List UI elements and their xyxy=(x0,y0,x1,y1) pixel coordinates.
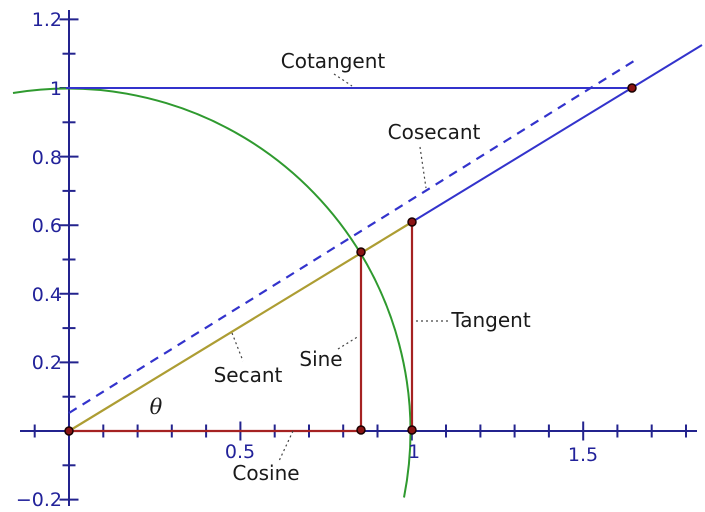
secant-line xyxy=(68,221,413,432)
cosecant-label: Cosecant xyxy=(388,120,481,144)
y-axis-minor-ticks xyxy=(62,52,76,467)
cotangent-label: Cotangent xyxy=(281,49,386,73)
cosecant-pointer xyxy=(419,146,427,189)
cosine-label: Cosine xyxy=(232,461,299,485)
x-axis-tick-labels: 0.5 1 1.5 xyxy=(225,441,598,466)
y-tick-label: 0.6 xyxy=(32,215,62,237)
point-tangent-top xyxy=(407,217,417,227)
tangent-label: Tangent xyxy=(450,308,531,332)
cosine-pointer xyxy=(278,430,294,462)
secant-label: Secant xyxy=(214,363,283,387)
sine-pointer xyxy=(337,335,360,350)
sine-label: Sine xyxy=(299,347,342,371)
x-axis-minor-ticks xyxy=(33,424,687,438)
cosecant-line xyxy=(68,60,635,414)
point-on-circle xyxy=(356,247,366,257)
marked-points xyxy=(64,83,637,436)
y-tick-label: 0.8 xyxy=(32,147,62,169)
secant-pointer xyxy=(231,332,244,362)
y-tick-label: 1 xyxy=(50,78,62,100)
ray-extension-line xyxy=(411,44,703,223)
y-axis-tick-labels: 1.2 1 0.8 0.6 0.4 0.2 −0.2 xyxy=(16,9,62,511)
point-cot-csc xyxy=(627,83,637,93)
y-tick-label: 0.4 xyxy=(32,284,62,306)
x-tick-label: 0.5 xyxy=(225,441,255,463)
point-one-on-axis xyxy=(407,425,417,435)
unit-circle-arc xyxy=(12,87,412,498)
label-pointers xyxy=(231,73,451,462)
x-tick-label: 1 xyxy=(408,441,420,463)
y-tick-label: 0.2 xyxy=(32,352,62,374)
y-tick-label: 1.2 xyxy=(32,9,62,31)
x-tick-label: 1.5 xyxy=(568,444,598,466)
point-origin xyxy=(64,426,74,436)
cotangent-pointer xyxy=(333,73,353,87)
y-tick-label: −0.2 xyxy=(16,489,62,511)
theta-label: θ xyxy=(150,395,163,419)
point-cos-on-axis xyxy=(356,425,366,435)
